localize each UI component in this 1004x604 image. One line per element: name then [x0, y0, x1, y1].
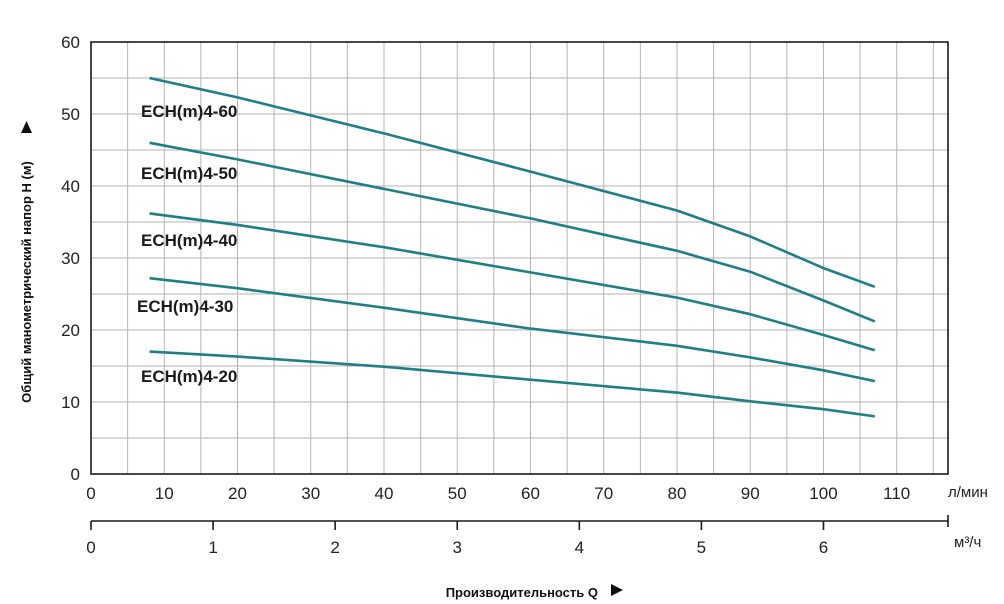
- x-tick-label: 50: [448, 484, 467, 503]
- series-line: [149, 212, 876, 352]
- series-labels: ECH(m)4-60 ECH(m)4-50 ECH(m)4-40 ECH(m)4-30…: [137, 102, 237, 386]
- x-tick-label: 40: [375, 484, 394, 503]
- series-line: [149, 350, 875, 418]
- y-tick-label: 30: [61, 249, 80, 268]
- series-label: ECH(m)4-20: [141, 367, 237, 386]
- x-axis-arrow-icon: [611, 584, 623, 596]
- x-tick-label: 60: [521, 484, 540, 503]
- series-label: ECH(m)4-40: [141, 231, 237, 250]
- plot-frame: [90, 41, 949, 475]
- x-tick-label: 0: [86, 484, 95, 503]
- series-line: [149, 276, 876, 383]
- series-line: [149, 141, 876, 323]
- x-tick-label: 90: [741, 484, 760, 503]
- series-lines: [149, 76, 876, 418]
- secondary-x-tick-label: 0: [86, 538, 95, 557]
- secondary-x-tick-label: 2: [330, 538, 339, 557]
- secondary-x-axis: 0 1 2 3 4 5 6: [86, 515, 949, 557]
- secondary-x-tick-label: 6: [819, 538, 828, 557]
- secondary-x-tick-label: 3: [453, 538, 462, 557]
- x-tick-label: 20: [228, 484, 247, 503]
- y-tick-label: 10: [61, 393, 80, 412]
- y-axis-ticks: 0 10 20 30 40 50 60: [61, 33, 80, 484]
- series-line: [149, 76, 876, 289]
- x-tick-label: 100: [809, 484, 837, 503]
- x-tick-label: 30: [301, 484, 320, 503]
- x-axis-title: Производительность Q: [446, 585, 598, 600]
- x-tick-label: 70: [594, 484, 613, 503]
- x-tick-label: 110: [883, 484, 910, 503]
- x-tick-label: 10: [155, 484, 174, 503]
- secondary-x-tick-label: 4: [575, 538, 584, 557]
- y-axis-arrow-icon: [21, 121, 32, 133]
- x-axis-ticks: 0 10 20 30 40 50 60 70 80 90 100 110: [86, 484, 910, 503]
- y-tick-label: 60: [61, 33, 80, 52]
- secondary-x-axis-unit: м³/ч: [954, 534, 981, 551]
- series-label: ECH(m)4-50: [141, 164, 237, 183]
- y-tick-label: 20: [61, 321, 80, 340]
- x-tick-label: 80: [668, 484, 687, 503]
- y-tick-label: 50: [61, 105, 80, 124]
- y-tick-label: 40: [61, 177, 80, 196]
- secondary-x-tick-label: 5: [697, 538, 706, 557]
- y-tick-label: 0: [71, 465, 80, 484]
- series-label: ECH(m)4-60: [141, 102, 237, 121]
- x-axis-unit: л/мин: [948, 484, 988, 501]
- secondary-x-tick-label: 1: [208, 538, 217, 557]
- series-label: ECH(m)4-30: [137, 297, 233, 316]
- y-axis-title: Общий манометрический напор H (м): [19, 161, 34, 403]
